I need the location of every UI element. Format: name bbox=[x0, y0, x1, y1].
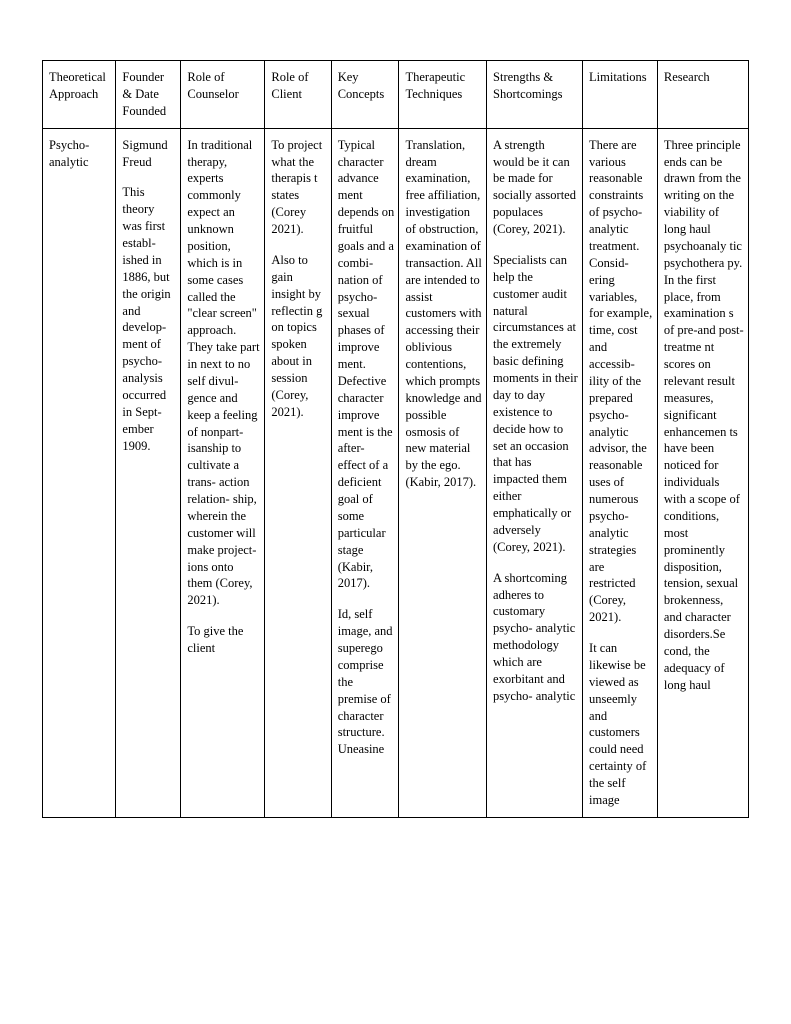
cell-text: Specialists can help the customer audit … bbox=[493, 252, 578, 556]
cell-text: In traditional therapy, experts commonly… bbox=[187, 137, 260, 610]
cell-text: Translation, dream examination, free aff… bbox=[405, 137, 482, 491]
therapy-comparison-table: Theoretical Approach Founder & Date Foun… bbox=[42, 60, 749, 818]
cell-techniques: Translation, dream examination, free aff… bbox=[399, 128, 487, 817]
table-row: Psycho- analytic Sigmund Freud This theo… bbox=[43, 128, 749, 817]
cell-text: It can likewise be viewed as unseemly an… bbox=[589, 640, 653, 809]
cell-text: Psycho- analytic bbox=[49, 137, 111, 171]
cell-text: To project what the therapis t states (C… bbox=[271, 137, 326, 238]
cell-founder: Sigmund Freud This theory was first esta… bbox=[116, 128, 181, 817]
col-header-counselor: Role of Counselor bbox=[181, 61, 265, 129]
cell-text: Sigmund Freud bbox=[122, 137, 176, 171]
cell-concepts: Typical character advance ment depends o… bbox=[331, 128, 399, 817]
cell-research: Three principle ends can be drawn from t… bbox=[657, 128, 748, 817]
cell-client: To project what the therapis t states (C… bbox=[265, 128, 331, 817]
cell-text: A shortcoming adheres to customary psych… bbox=[493, 570, 578, 705]
col-header-research: Research bbox=[657, 61, 748, 129]
cell-text: To give the client bbox=[187, 623, 260, 657]
cell-strengths: A strength would be it can be made for s… bbox=[487, 128, 583, 817]
col-header-techniques: Therapeutic Techniques bbox=[399, 61, 487, 129]
col-header-founder: Founder & Date Founded bbox=[116, 61, 181, 129]
col-header-approach: Theoretical Approach bbox=[43, 61, 116, 129]
cell-text: This theory was first establ- ished in 1… bbox=[122, 184, 176, 454]
cell-text: Id, self image, and superego comprise th… bbox=[338, 606, 395, 758]
cell-text: Also to gain insight by reflectin g on t… bbox=[271, 252, 326, 421]
col-header-strengths: Strengths & Shortcomings bbox=[487, 61, 583, 129]
col-header-concepts: Key Concepts bbox=[331, 61, 399, 129]
cell-limitations: There are various reasonable constraints… bbox=[583, 128, 658, 817]
cell-text: A strength would be it can be made for s… bbox=[493, 137, 578, 238]
table-header-row: Theoretical Approach Founder & Date Foun… bbox=[43, 61, 749, 129]
col-header-limitations: Limitations bbox=[583, 61, 658, 129]
col-header-client: Role of Client bbox=[265, 61, 331, 129]
cell-text: Typical character advance ment depends o… bbox=[338, 137, 395, 593]
cell-counselor: In traditional therapy, experts commonly… bbox=[181, 128, 265, 817]
cell-text: Three principle ends can be drawn from t… bbox=[664, 137, 744, 694]
cell-text: There are various reasonable constraints… bbox=[589, 137, 653, 626]
cell-approach: Psycho- analytic bbox=[43, 128, 116, 817]
